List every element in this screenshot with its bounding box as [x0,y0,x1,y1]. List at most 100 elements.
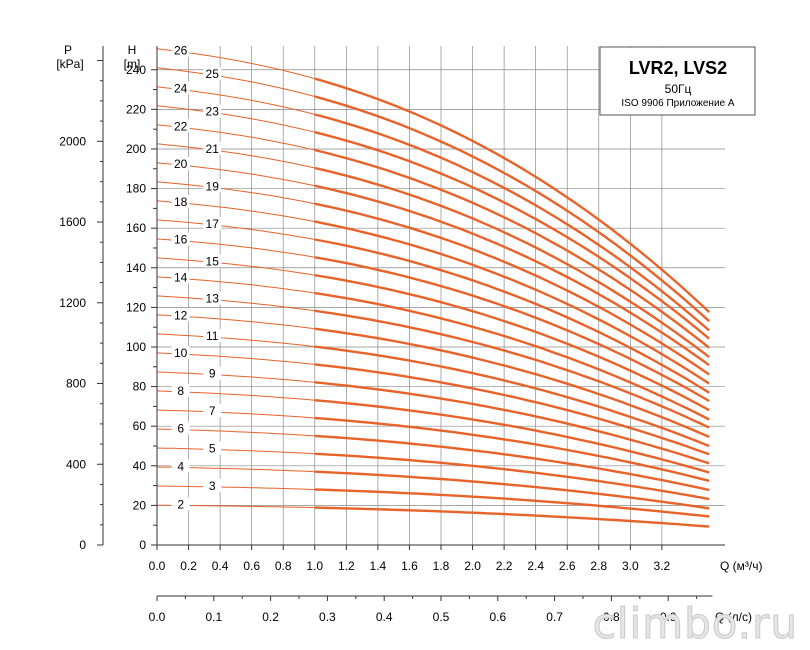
curve-stage-7 [314,416,710,482]
head-tick-label: 200 [126,142,146,156]
head-axis-unit: [m] [124,57,141,71]
x-tick-label: 1.0 [306,559,323,573]
stage-label-background [171,43,190,57]
curve-stage-23-thin [156,105,315,133]
stage-label: 9 [209,367,216,381]
stage-label-background [171,346,190,360]
head-tick-label: 180 [126,182,146,196]
stage-label: 6 [177,422,184,436]
chart-title: LVR2, LVS2 [629,58,727,78]
curve-stage-13-thin [156,295,315,312]
x2-tick-label: 0.1 [205,610,222,624]
curve-stage-13 [314,309,710,429]
stage-label: 21 [206,142,220,156]
stage-label: 13 [206,292,220,306]
curve-stage-17-thin [156,219,315,240]
x-axis-label-ls: Q (л/с) [715,610,752,624]
stage-label: 26 [174,44,188,58]
head-tick-label: 240 [126,63,146,77]
pressure-tick-label: 0 [79,538,86,552]
x-tick-label: 2.4 [527,559,544,573]
stage-label: 12 [174,308,188,322]
stage-label-background [203,104,222,118]
stage-label-background [171,157,190,171]
x2-tick-label: 0.6 [489,610,506,624]
stage-label-background [171,421,190,435]
chart-note: ISO 9906 Приложение А [621,98,734,109]
head-tick-label: 100 [126,340,146,354]
curve-stage-19-thin [156,181,315,205]
x2-tick-label: 0.9 [660,610,677,624]
pressure-tick-label: 1200 [59,296,86,310]
x2-tick-label: 0.2 [262,610,279,624]
x2-tick-label: 0.8 [603,610,620,624]
stage-label-background [203,254,222,268]
curve-stage-11-thin [156,333,315,348]
stage-label-background [171,81,190,95]
x2-tick-label: 0.7 [546,610,563,624]
x2-tick-label: 0.3 [319,610,336,624]
stage-label-background [203,478,222,492]
stage-label-background [171,194,190,208]
stage-label: 16 [174,233,188,247]
x2-tick-label: 0.4 [376,610,393,624]
curve-stage-9-thin [156,371,315,383]
stage-label: 19 [206,179,220,193]
x-tick-label: 2.0 [464,559,481,573]
stage-label-background [171,497,190,511]
curve-stage-17 [314,238,710,394]
curve-stage-8 [314,399,710,474]
x-tick-label: 2.2 [496,559,513,573]
curve-stage-22 [314,148,710,349]
stage-label: 8 [177,384,184,398]
curve-stage-11 [314,345,710,448]
stage-label-background [203,67,222,81]
head-tick-label: 20 [133,498,147,512]
pressure-axis-symbol: P [64,43,72,57]
pump-curves [156,48,711,528]
x-tick-label: 0.0 [149,559,166,573]
head-tick-label: 120 [126,300,146,314]
x-tick-label: 3.0 [622,559,639,573]
x-tick-label: 2.8 [590,559,607,573]
head-tick-label: 140 [126,261,146,275]
head-tick-label: 160 [126,221,146,235]
curve-stage-14 [314,291,710,421]
x-tick-label: 0.2 [180,559,197,573]
stage-label-background [203,366,222,380]
curve-stage-15 [314,274,710,412]
x-tick-label: 1.4 [370,559,387,573]
chart-subtitle: 50Гц [665,82,692,96]
pressure-tick-label: 800 [66,377,86,391]
curve-stage-25-thin [156,67,315,97]
stage-label: 10 [174,346,188,360]
curve-stage-15-thin [156,257,315,276]
stage-label: 11 [206,329,219,343]
axes: 0204060801001201401601802002202400400800… [59,46,725,624]
pressure-tick-label: 1600 [59,215,86,229]
stage-label-background [203,141,222,155]
stage-label-background [171,308,190,322]
head-tick-label: 40 [133,459,147,473]
stage-label-background [203,216,222,230]
stage-label: 4 [177,459,184,473]
curve-stage-21-thin [156,143,315,169]
stage-label-background [171,459,190,473]
curve-stage-12 [314,327,710,439]
pressure-tick-label: 400 [66,457,86,471]
stage-label-background [171,232,190,246]
curve-stage-18 [314,220,710,385]
curve-stage-7-thin [156,409,315,419]
head-axis-symbol: H [128,43,137,57]
legend-box [599,46,756,116]
stage-label: 15 [206,254,220,268]
stage-label-background [203,329,222,343]
stage-label-background [171,383,190,397]
x-tick-label: 0.6 [243,559,260,573]
curve-stage-24 [314,113,710,332]
stage-label-background [203,291,222,305]
curve-stage-23 [314,131,710,340]
stage-label: 2 [177,497,184,511]
curve-stage-20 [314,184,710,367]
